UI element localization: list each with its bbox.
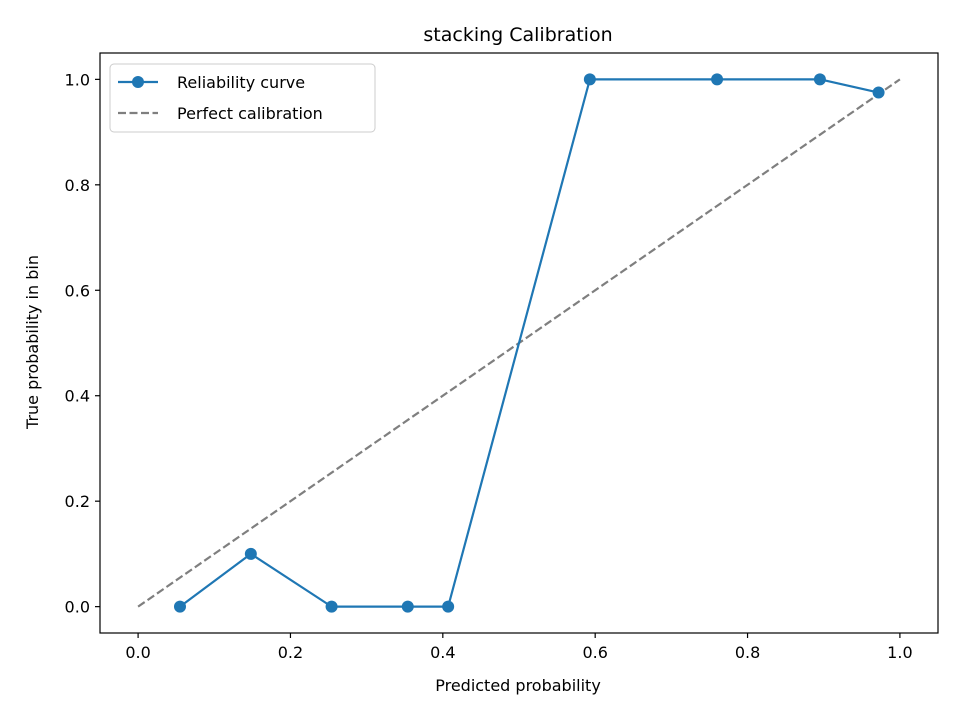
- y-tick-label-3: 0.6: [65, 281, 90, 300]
- reliability-curve-point-8: [872, 86, 885, 99]
- legend-box: [109, 63, 376, 133]
- legend-label-perfect-calibration: Perfect calibration: [177, 104, 323, 123]
- x-axis-label: Predicted probability: [435, 676, 601, 695]
- x-tick-label-3: 0.6: [582, 643, 607, 662]
- y-axis-label: True probability in bin: [23, 255, 42, 430]
- x-axis-ticks: 0.0 0.2 0.4 0.6 0.8 1.0: [125, 633, 913, 662]
- reliability-curve-point-5: [583, 73, 596, 86]
- y-tick-label-5: 1.0: [65, 70, 90, 89]
- reliability-curve-point-0: [173, 600, 186, 613]
- y-axis-ticks: 0.0 0.2 0.4 0.6 0.8 1.0: [65, 70, 100, 617]
- reliability-curve-point-4: [442, 600, 455, 613]
- x-tick-label-4: 0.8: [735, 643, 760, 662]
- legend: Reliability curve Perfect calibration: [109, 63, 376, 133]
- x-tick-label-2: 0.4: [430, 643, 455, 662]
- axes-frame: [99, 52, 939, 634]
- reliability-curve-point-1: [244, 547, 257, 560]
- chart-title: stacking Calibration: [423, 24, 612, 46]
- reliability-curve-point-3: [401, 600, 414, 613]
- y-tick-label-2: 0.4: [65, 387, 90, 406]
- plot-area: [99, 52, 939, 634]
- y-tick-label-4: 0.8: [65, 176, 90, 195]
- x-tick-label-0: 0.0: [125, 643, 150, 662]
- reliability-curve-point-2: [325, 600, 338, 613]
- x-tick-label-1: 0.2: [278, 643, 303, 662]
- reliability-curve-point-6: [711, 73, 724, 86]
- y-tick-label-1: 0.2: [65, 492, 90, 511]
- reliability-curve-point-7: [813, 73, 826, 86]
- legend-label-reliability-curve: Reliability curve: [177, 73, 305, 92]
- y-tick-label-0: 0.0: [65, 598, 90, 617]
- legend-marker-reliability-curve: [132, 76, 144, 88]
- x-tick-label-5: 1.0: [887, 643, 912, 662]
